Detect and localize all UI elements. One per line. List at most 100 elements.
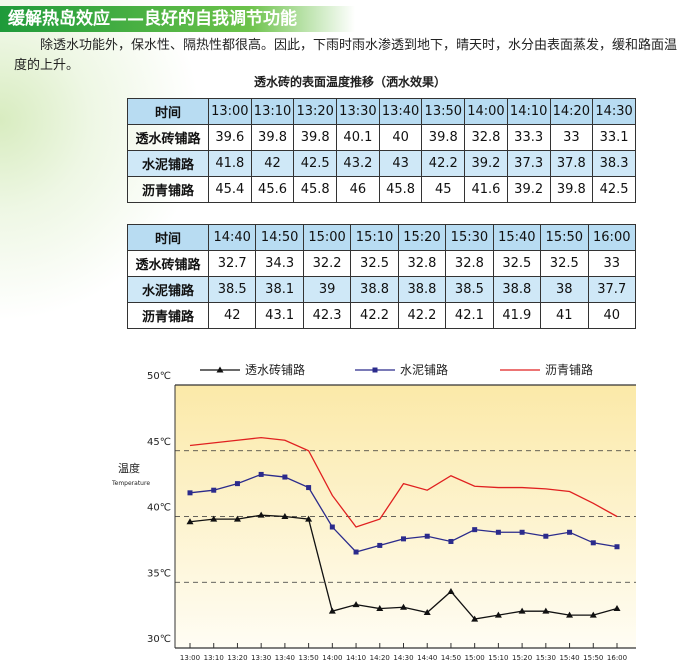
table-cell: 14:10 bbox=[506, 98, 551, 125]
y-tick-label: 30℃ bbox=[147, 634, 171, 645]
table-cell: 15:30 bbox=[445, 224, 494, 251]
table-cell: 13:30 bbox=[336, 98, 380, 125]
table-cell: 42.2 bbox=[350, 302, 399, 329]
x-tick-label: 13:30 bbox=[251, 654, 271, 662]
marker bbox=[281, 513, 289, 519]
table-cell: 39.2 bbox=[464, 150, 508, 177]
table-cell: 43 bbox=[378, 150, 423, 177]
table-cell: 38 bbox=[540, 276, 589, 303]
y-axis-label: 温度 bbox=[118, 461, 140, 475]
table-cell: 45.8 bbox=[293, 176, 338, 203]
table-cell: 39.8 bbox=[250, 124, 295, 151]
table-cell: 37.7 bbox=[587, 276, 636, 303]
table-cell: 32.8 bbox=[445, 250, 494, 277]
table-cell: 水泥铺路 bbox=[127, 150, 209, 177]
table-cell: 39.8 bbox=[549, 176, 594, 203]
table-cell: 42.1 bbox=[445, 302, 494, 329]
data-table: 时间 14:40 14:50 15:00 15:10 15:20 15:30 15:40 15:… bbox=[127, 224, 636, 329]
table-cell: 15:00 bbox=[302, 224, 352, 251]
marker bbox=[424, 533, 430, 539]
table-cell: 32.2 bbox=[302, 250, 352, 277]
table-title: 透水砖的表面温度推移（洒水效果） bbox=[253, 75, 446, 89]
marker bbox=[306, 485, 312, 491]
marker bbox=[305, 515, 313, 522]
x-tick-label: 15:30 bbox=[536, 654, 556, 662]
marker bbox=[519, 529, 525, 535]
table-cell: 42 bbox=[207, 302, 257, 329]
x-tick-label: 15:20 bbox=[512, 654, 532, 662]
table-cell: 透水砖铺路 bbox=[127, 250, 209, 277]
table-cell: 39.8 bbox=[293, 124, 338, 151]
marker bbox=[258, 471, 264, 477]
table-cell: 43.1 bbox=[255, 302, 304, 329]
marker bbox=[471, 615, 479, 622]
table-cell: 42.2 bbox=[421, 150, 466, 177]
table-cell: 时间 bbox=[127, 98, 209, 125]
legend-label: 透水砖铺路 bbox=[245, 362, 305, 377]
table-cell: 39.2 bbox=[506, 176, 551, 203]
table-cell: 41.8 bbox=[208, 150, 252, 177]
table-cell: 45.8 bbox=[378, 176, 423, 203]
x-tick-label: 13:10 bbox=[204, 654, 224, 662]
table-cell: 41 bbox=[540, 302, 589, 329]
table-row: 沥青铺路 45.4 45.6 45.8 46 45.8 45 41.6 39.2 39.8 42.5 bbox=[127, 176, 636, 203]
table-cell: 40 bbox=[587, 302, 636, 329]
table-cell: 13:00 bbox=[208, 98, 252, 125]
table-cell: 32.5 bbox=[540, 250, 589, 277]
table-row: 沥青铺路 42 43.1 42.3 42.2 42.2 42.1 41.9 41 40 bbox=[127, 302, 636, 329]
marker bbox=[613, 605, 621, 612]
table-cell: 37.8 bbox=[549, 150, 594, 177]
x-tick-label: 14:30 bbox=[393, 654, 413, 662]
x-tick-label: 13:20 bbox=[227, 654, 247, 662]
table-cell: 40 bbox=[378, 124, 423, 151]
table-cell: 32.8 bbox=[464, 124, 508, 151]
y-axis-label-en: Temperature bbox=[111, 480, 150, 487]
x-tick-label: 14:20 bbox=[370, 654, 390, 662]
marker bbox=[423, 608, 431, 615]
x-tick-label: 15:50 bbox=[583, 654, 603, 662]
marker bbox=[353, 549, 359, 555]
paragraph: 除透水功能外，保水性、隔热性都很高。因此，下雨时雨水渗透到地下，晴天时，水分由表… bbox=[14, 38, 678, 73]
table-cell: 13:40 bbox=[378, 98, 423, 125]
marker bbox=[590, 540, 596, 546]
marker bbox=[233, 515, 241, 522]
marker bbox=[566, 611, 574, 618]
table-cell: 33 bbox=[549, 124, 594, 151]
table-cell: 38.8 bbox=[492, 276, 542, 303]
table-cell: 13:20 bbox=[293, 98, 338, 125]
table-cell: 42.5 bbox=[293, 150, 338, 177]
x-tick-label: 13:40 bbox=[275, 654, 295, 662]
x-tick-label: 14:50 bbox=[441, 654, 461, 662]
table-cell: 14:20 bbox=[549, 98, 594, 125]
marker bbox=[614, 544, 620, 550]
table-cell: 45 bbox=[421, 176, 466, 203]
marker bbox=[257, 511, 265, 518]
marker bbox=[210, 515, 218, 522]
marker bbox=[472, 527, 478, 533]
table-cell: 42.3 bbox=[302, 302, 352, 329]
x-tick-label: 16:00 bbox=[607, 654, 627, 662]
chart: 温度 Temperature 30℃ 35℃ 40℃ 45℃ 50℃ 13:00 13:10… bbox=[111, 362, 636, 662]
table-cell: 45.6 bbox=[250, 176, 295, 203]
table-cell: 32.8 bbox=[397, 250, 447, 277]
y-tick-label: 50℃ bbox=[147, 371, 171, 382]
marker bbox=[543, 533, 549, 539]
y-tick-label: 45℃ bbox=[147, 437, 171, 448]
marker bbox=[518, 607, 526, 614]
table-cell: 45.4 bbox=[208, 176, 252, 203]
table-cell: 16:00 bbox=[587, 224, 636, 251]
table-cell: 41.6 bbox=[464, 176, 508, 203]
x-tick-label: 13:00 bbox=[180, 654, 200, 662]
table-cell: 15:20 bbox=[397, 224, 447, 251]
table-cell: 14:00 bbox=[464, 98, 508, 125]
table-cell: 43.2 bbox=[336, 150, 380, 177]
table-cell: 时间 bbox=[127, 224, 209, 251]
table-cell: 38.5 bbox=[445, 276, 494, 303]
x-tick-label: 15:40 bbox=[559, 654, 579, 662]
table-cell: 34.3 bbox=[255, 250, 304, 277]
table-cell: 33.3 bbox=[506, 124, 551, 151]
table-cell: 41.9 bbox=[492, 302, 542, 329]
marker bbox=[495, 529, 501, 535]
table-cell: 38.8 bbox=[350, 276, 399, 303]
legend-label: 沥青铺路 bbox=[545, 362, 593, 377]
